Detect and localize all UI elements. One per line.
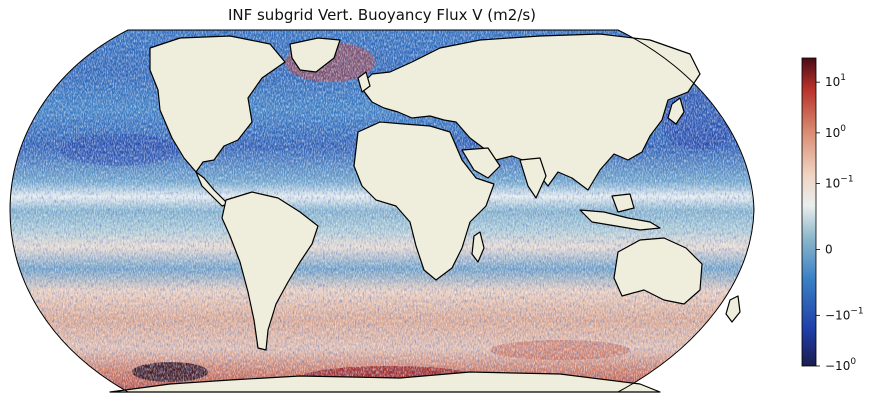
land-masses <box>109 33 741 393</box>
map-frame <box>9 29 755 393</box>
colorbar-tick-label: 100 <box>825 124 846 140</box>
north-america <box>149 35 286 173</box>
colorbar-tick-label: −100 <box>825 357 856 373</box>
new-zealand <box>725 295 741 323</box>
australia <box>613 237 703 305</box>
arabia <box>461 147 501 179</box>
eurasia <box>359 33 701 191</box>
map-title: INF subgrid Vert. Buoyancy Flux V (m2/s) <box>227 6 537 24</box>
india <box>519 157 547 199</box>
british-isles <box>357 71 371 93</box>
borneo <box>611 193 635 213</box>
indonesia <box>579 209 661 231</box>
colorbar-tick-label: 10−1 <box>825 175 854 191</box>
colorbar-ticks: 101 100 10−1 0 −10−1 −100 <box>816 73 864 373</box>
japan <box>667 97 685 125</box>
greenland <box>289 37 341 73</box>
colorbar-tick-label: −10−1 <box>825 306 864 322</box>
colorbar-gradient <box>801 57 817 367</box>
africa <box>353 121 495 281</box>
colorbar-tick-label: 0 <box>825 242 833 256</box>
south-america <box>221 191 319 351</box>
antarctica <box>109 371 661 393</box>
colorbar-tick-label: 101 <box>825 73 846 89</box>
madagascar <box>471 231 485 263</box>
